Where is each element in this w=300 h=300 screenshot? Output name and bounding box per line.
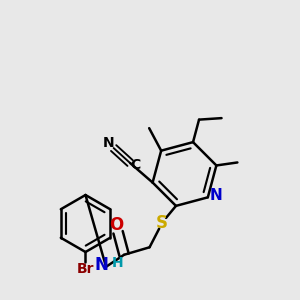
Text: Br: Br <box>77 262 94 276</box>
Text: N: N <box>94 256 109 274</box>
Text: N: N <box>210 188 223 203</box>
Text: H: H <box>112 256 123 270</box>
Text: C: C <box>130 158 141 172</box>
Text: S: S <box>156 214 168 232</box>
Text: O: O <box>110 216 124 234</box>
Text: N: N <box>102 136 114 150</box>
